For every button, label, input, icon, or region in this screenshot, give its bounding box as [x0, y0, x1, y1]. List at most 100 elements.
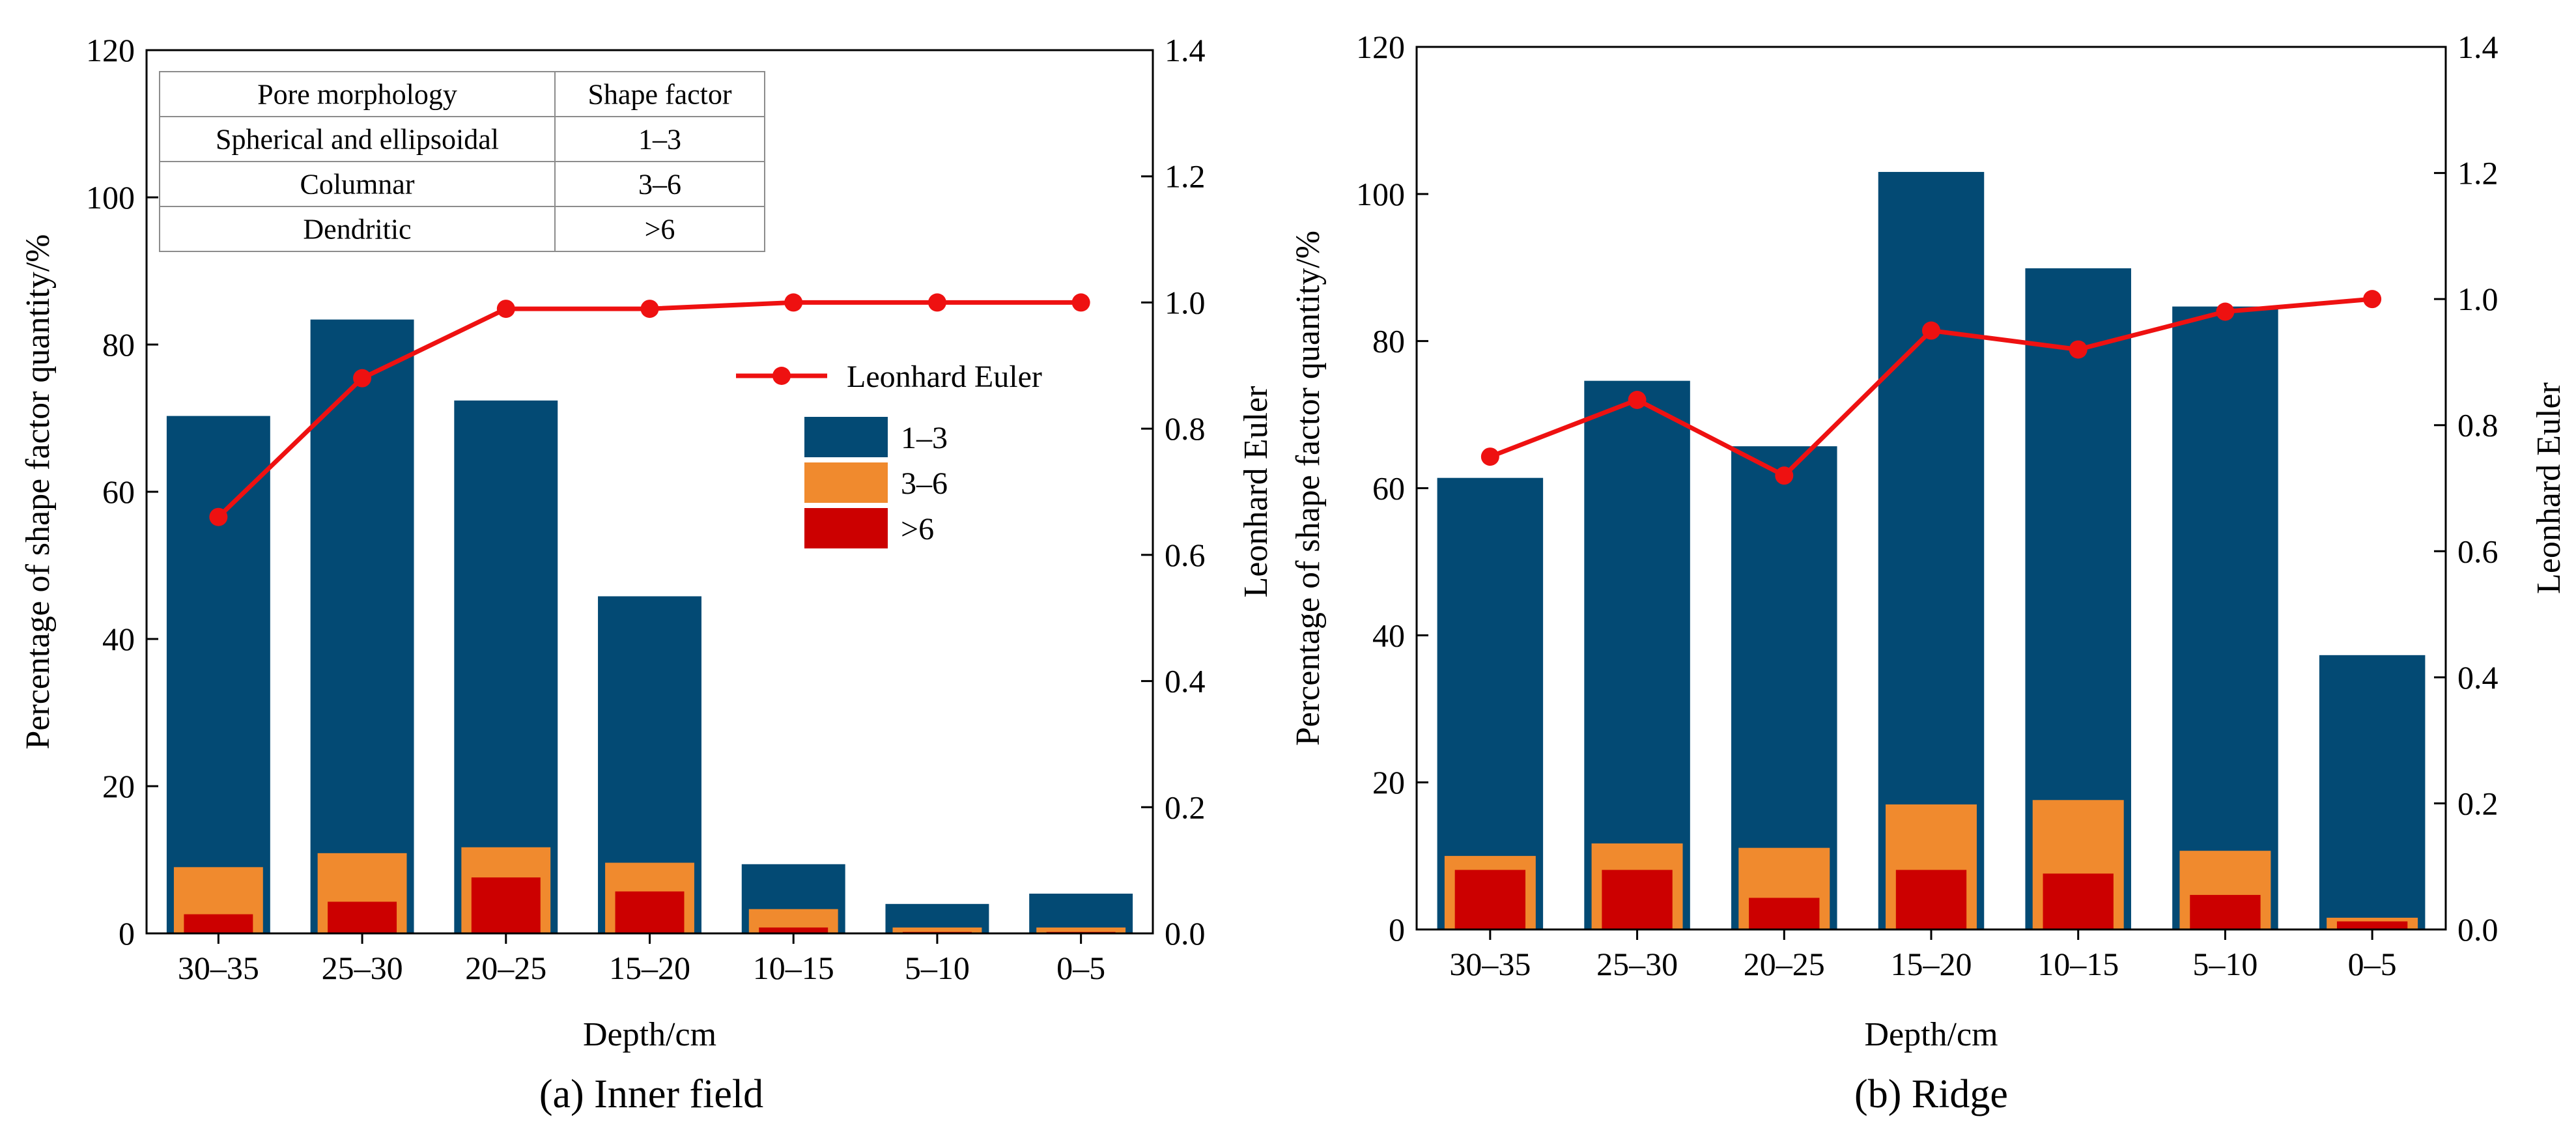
bar-1-3 — [1878, 171, 1985, 929]
table-cell: Spherical and ellipsoidal — [216, 124, 499, 156]
euler-point — [1775, 466, 1794, 485]
y2-tick-label: 1.0 — [2457, 281, 2498, 317]
panel-a: 0 20 40 60 80 100 120 0.0 0.2 0.4 0.6 0.8 1.0 1.2 1.4 3… — [20, 32, 1275, 1116]
bar-3-6 — [1036, 927, 1126, 933]
y2-tick-label: 0.2 — [1165, 789, 1206, 825]
y-tick-label: 20 — [1372, 764, 1405, 801]
y-tick-label: 120 — [1356, 29, 1405, 65]
legend-line-label: Leonhard Euler — [847, 360, 1042, 394]
euler-point — [1480, 447, 1499, 466]
y-tick-label: 80 — [102, 326, 135, 363]
euler-point — [2069, 340, 2088, 359]
x-tick-label: 15–20 — [1891, 946, 1972, 982]
bar-gt6 — [615, 891, 685, 933]
bar-1-3 — [166, 416, 270, 933]
bar-1-3 — [1584, 380, 1690, 929]
y2-axis-title: Leonhard Euler — [1238, 386, 1275, 598]
y-tick-label: 80 — [1372, 323, 1405, 360]
x-tick-label: 10–15 — [2037, 946, 2119, 982]
y2-tick-label: 0.2 — [2457, 785, 2498, 821]
y2-tick-label: 1.4 — [1165, 32, 1206, 68]
bar-gt6 — [1895, 870, 1967, 929]
y2-tick-label: 0.8 — [2457, 407, 2498, 444]
euler-point — [784, 293, 803, 312]
y2-tick-label: 1.2 — [2457, 155, 2498, 191]
y-tick-label: 120 — [86, 32, 135, 68]
y-axis-title: Percentage of shape factor quantity/% — [1290, 231, 1327, 746]
x-tick-label: 5–10 — [2192, 946, 2258, 982]
bar-gt6 — [2336, 921, 2408, 929]
table-header: Shape factor — [587, 79, 731, 111]
table-cell: 3–6 — [638, 169, 681, 201]
legend-swatch-bar-3-6 — [804, 462, 888, 503]
x-tick-label: 15–20 — [609, 950, 690, 986]
table-cell: Columnar — [300, 169, 415, 201]
legend-swatch-bar-gt6 — [804, 508, 888, 548]
table-cell: >6 — [645, 214, 675, 246]
x-tick-label: 20–25 — [1744, 946, 1825, 982]
x-tick-label: 10–15 — [753, 950, 834, 986]
bar-3-6 — [892, 927, 982, 933]
euler-point — [1071, 293, 1090, 312]
euler-point — [1628, 391, 1647, 409]
bar-gt6 — [184, 914, 253, 933]
panel-caption: (b) Ridge — [1854, 1072, 2008, 1116]
x-tick-label: 25–30 — [322, 950, 403, 986]
panel-caption: (a) Inner field — [539, 1072, 763, 1116]
x-axis-title: Depth/cm — [1864, 1016, 1998, 1053]
euler-point — [640, 300, 659, 319]
y2-tick-label: 0.8 — [1165, 410, 1206, 447]
y-tick-label: 0 — [1389, 911, 1405, 948]
bar-1-3 — [310, 319, 414, 934]
legend-swatch-bar-1-3 — [804, 417, 888, 457]
euler-point — [496, 300, 515, 319]
shape-factor-table: Pore morphology Shape factor Spherical and… — [159, 71, 765, 252]
y2-axis-title: Leonhard Euler — [2530, 382, 2568, 594]
y2-tick-label: 1.0 — [1165, 284, 1206, 320]
euler-point — [2363, 290, 2382, 309]
y-tick-label: 60 — [1372, 470, 1405, 507]
bar-gt6 — [2043, 873, 2114, 929]
bar-gt6 — [1602, 870, 1673, 929]
y-tick-label: 100 — [86, 179, 135, 216]
y2-tick-label: 0.6 — [1165, 537, 1206, 573]
bar-gt6 — [1454, 870, 1526, 929]
bar-gt6 — [2190, 894, 2261, 929]
x-tick-label: 0–5 — [1056, 950, 1105, 986]
x-tick-label: 30–35 — [178, 950, 259, 986]
y2-tick-label: 0.6 — [2457, 533, 2498, 569]
euler-point — [2216, 302, 2235, 321]
bar-1-3 — [2172, 306, 2278, 929]
euler-point — [353, 369, 372, 388]
bar-1-3 — [1029, 893, 1133, 933]
bar-1-3 — [2319, 655, 2426, 929]
panel-b: 0 20 40 60 80 100 120 0.0 0.2 0.4 0.6 0.8 1.0 1.2 1.4 3… — [1290, 29, 2568, 1116]
x-axis-title: Depth/cm — [583, 1016, 716, 1053]
y2-tick-label: 0.0 — [1165, 915, 1206, 952]
bar-gt6 — [328, 901, 397, 933]
y2-tick-label: 0.0 — [2457, 911, 2498, 948]
y2-tick-label: 1.4 — [2457, 29, 2498, 65]
x-tick-label: 30–35 — [1449, 946, 1531, 982]
y-tick-label: 40 — [102, 621, 135, 657]
x-tick-label: 25–30 — [1596, 946, 1678, 982]
euler-point — [1922, 321, 1940, 340]
y-tick-label: 60 — [102, 474, 135, 510]
y2-tick-label: 1.2 — [1165, 158, 1206, 195]
bar-gt6 — [471, 877, 541, 933]
y-tick-label: 0 — [119, 915, 135, 952]
legend-bar-label: 1–3 — [901, 421, 948, 455]
y-tick-label: 40 — [1372, 617, 1405, 653]
bar-1-3 — [1437, 477, 1544, 929]
legend-bar-label: 3–6 — [901, 466, 948, 501]
x-tick-label: 20–25 — [465, 950, 546, 986]
bar-gt6 — [759, 927, 828, 933]
y-axis-title: Percentage of shape factor quantity/% — [20, 234, 57, 749]
y2-tick-label: 0.4 — [2457, 659, 2498, 696]
y2-tick-label: 0.4 — [1165, 663, 1206, 700]
y-tick-label: 100 — [1356, 176, 1405, 212]
legend-bar-label: >6 — [901, 512, 934, 546]
bar-gt6 — [1749, 898, 1820, 929]
bar-1-3 — [454, 400, 558, 933]
